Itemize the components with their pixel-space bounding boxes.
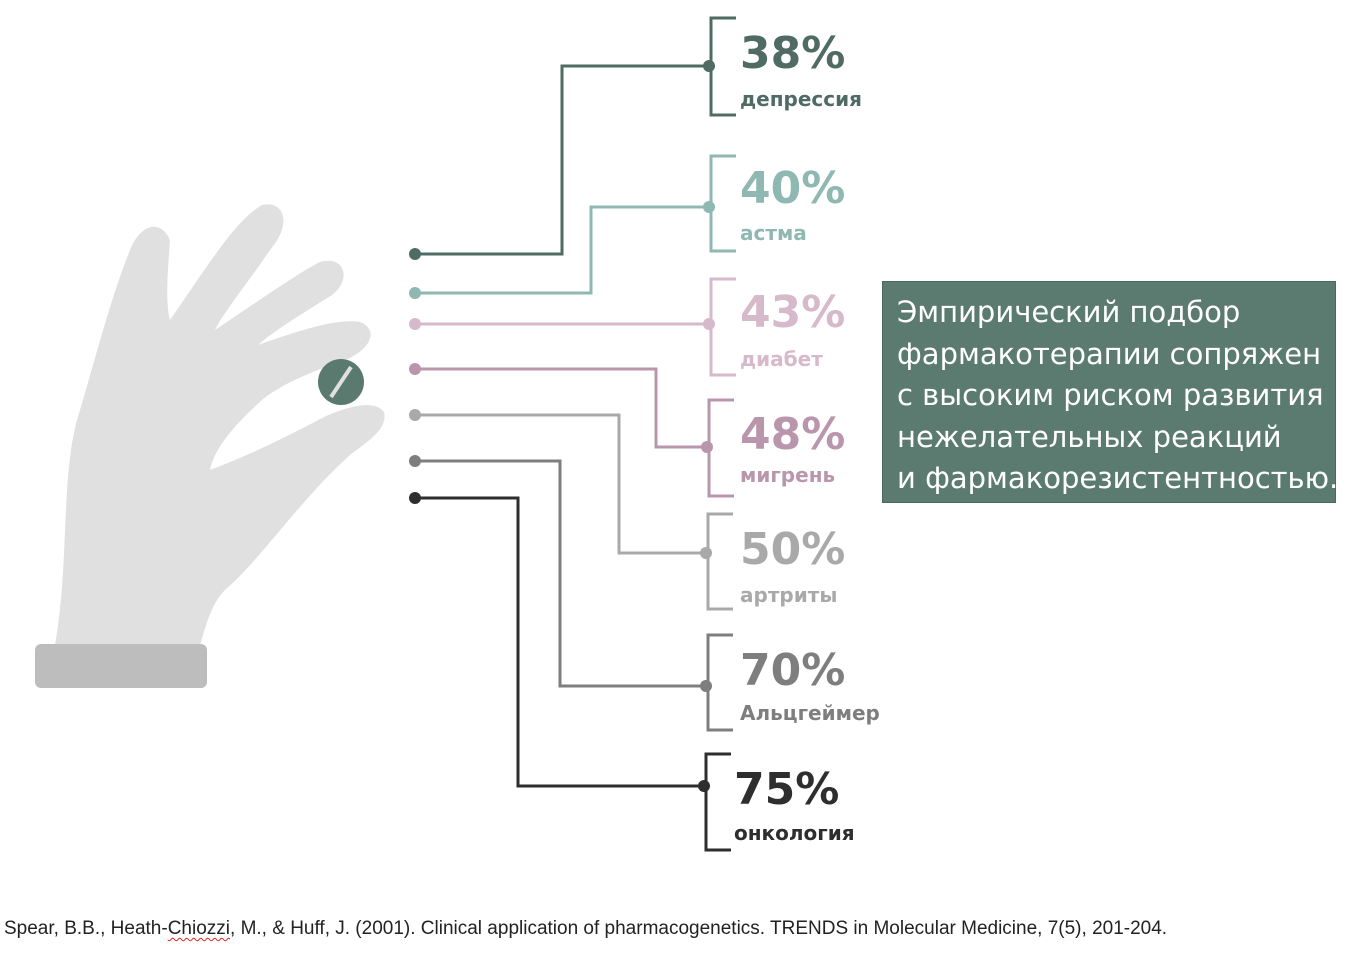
bracket: [706, 754, 731, 850]
bracket: [711, 279, 736, 375]
item-4: 48% мигрень: [409, 363, 845, 496]
disease-label: онкология: [734, 821, 855, 845]
bracket: [708, 514, 733, 609]
connector-line: [415, 369, 707, 447]
start-dot: [409, 409, 421, 421]
start-dot: [409, 363, 421, 375]
end-dot: [700, 680, 712, 692]
info-box: Эмпирический подбор фармакотерапии сопря…: [882, 281, 1336, 503]
info-line: с высоким риском развития: [897, 375, 1321, 417]
percent-value: 40%: [740, 163, 845, 214]
percent-value: 50%: [740, 524, 845, 575]
percent-value: 43%: [740, 287, 845, 338]
connector-line: [415, 461, 706, 686]
citation-part: Chiozzi: [168, 918, 230, 939]
start-dot: [409, 248, 421, 260]
disease-label: мигрень: [740, 463, 835, 487]
disease-label: диабет: [740, 347, 823, 371]
citation-part: Spear, B.B., Heath-: [4, 918, 168, 939]
info-line: нежелательных реакций: [897, 417, 1321, 459]
info-line: Эмпирический подбор: [897, 292, 1321, 334]
start-dot: [409, 455, 421, 467]
hand-icon: [35, 204, 385, 688]
end-dot: [698, 780, 710, 792]
percent-value: 38%: [740, 28, 845, 79]
end-dot: [700, 547, 712, 559]
item-2: 40% астма: [409, 156, 845, 299]
start-dot: [409, 318, 421, 330]
percent-value: 70%: [740, 645, 845, 696]
pill-icon: [318, 359, 364, 405]
bracket: [711, 156, 736, 251]
start-dot: [409, 492, 421, 504]
connector-line: [415, 66, 709, 254]
bracket: [708, 635, 733, 730]
info-line: фармакотерапии сопряжен: [897, 334, 1321, 376]
disease-label: артриты: [740, 583, 837, 607]
end-dot: [703, 318, 715, 330]
info-line: и фармакорезистентностью.: [897, 458, 1321, 500]
end-dot: [701, 441, 713, 453]
end-dot: [703, 201, 715, 213]
disease-label: депрессия: [740, 87, 862, 111]
end-dot: [703, 60, 715, 72]
citation-part: , M., & Huff, J. (2001). Clinical applic…: [230, 918, 1167, 939]
start-dot: [409, 287, 421, 299]
disease-label: Альцгеймер: [740, 701, 880, 725]
disease-label: астма: [740, 221, 807, 245]
percent-value: 75%: [734, 764, 839, 815]
percent-value: 48%: [740, 409, 845, 460]
citation: Spear, B.B., Heath-Chiozzi, M., & Huff, …: [4, 918, 1167, 940]
